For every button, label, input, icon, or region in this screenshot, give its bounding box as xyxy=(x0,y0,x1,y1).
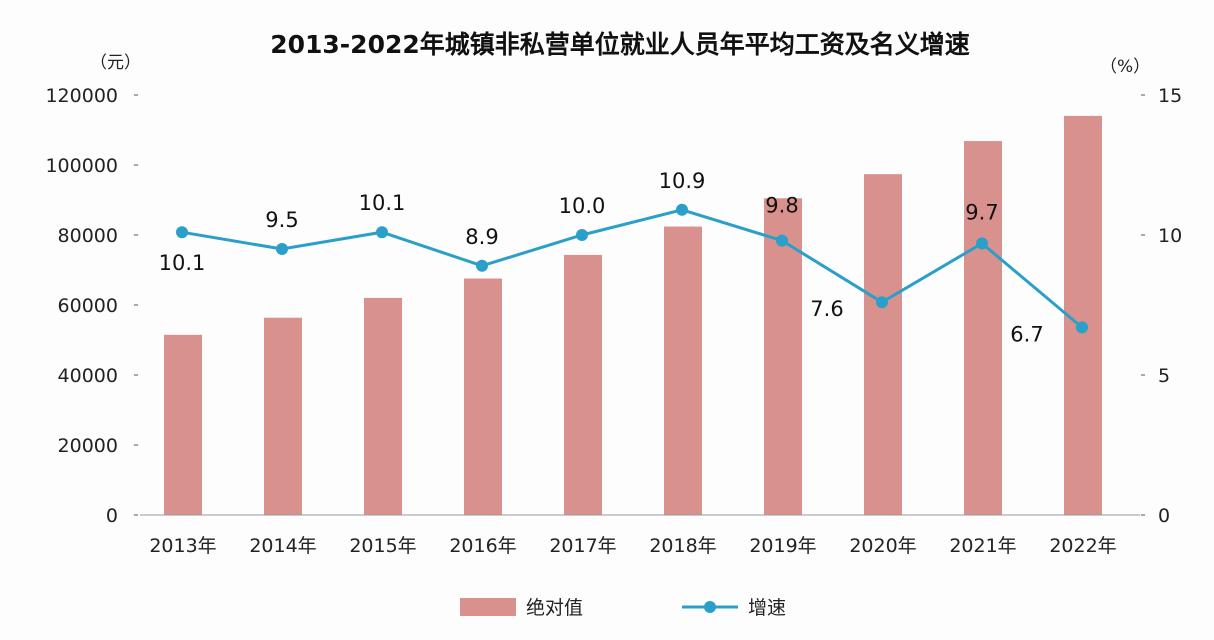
bar-2014年 xyxy=(264,317,302,515)
growth-data-label: 10.0 xyxy=(559,194,606,218)
growth-point-2017年 xyxy=(576,229,588,241)
bar-2017年 xyxy=(564,254,602,515)
growth-point-2020年 xyxy=(876,296,888,309)
x-tick-label: 2015年 xyxy=(349,535,416,557)
left-tick-label: 120000 xyxy=(45,85,118,107)
legend-bar-swatch xyxy=(460,598,516,616)
x-tick-label: 2016年 xyxy=(449,535,516,557)
x-tick-label: 2014年 xyxy=(249,535,316,557)
x-tick-label: 2018年 xyxy=(649,535,716,557)
left-tick-label: 100000 xyxy=(45,155,118,177)
left-tick-label: 40000 xyxy=(58,365,118,387)
growth-data-label: 9.7 xyxy=(965,200,998,224)
bar-2022年 xyxy=(1064,115,1102,515)
x-tick-label: 2021年 xyxy=(949,535,1016,557)
right-tick-label: 10 xyxy=(1158,225,1182,247)
chart-title: 2013-2022年城镇非私营单位就业人员年平均工资及名义增速 xyxy=(270,30,970,59)
legend-line-marker xyxy=(704,601,716,613)
bar-2021年 xyxy=(964,141,1002,515)
growth-data-label: 7.6 xyxy=(810,297,843,321)
growth-point-2016年 xyxy=(476,259,488,272)
growth-data-label: 10.1 xyxy=(359,191,406,215)
growth-point-2015年 xyxy=(376,226,388,239)
growth-point-2018年 xyxy=(676,203,688,216)
bar-2016年 xyxy=(464,278,502,515)
left-tick-label: 20000 xyxy=(58,435,118,457)
bar-2018年 xyxy=(664,226,702,515)
growth-point-2014年 xyxy=(276,243,288,255)
x-tick-label: 2019年 xyxy=(749,535,816,557)
legend: 绝对值 增速 xyxy=(460,597,786,619)
x-tick-label: 2022年 xyxy=(1049,535,1116,557)
bar-2015年 xyxy=(364,297,402,515)
growth-data-label: 9.8 xyxy=(765,194,798,218)
growth-point-2021年 xyxy=(976,237,988,250)
growth-data-label: 6.7 xyxy=(1010,322,1043,346)
x-tick-label: 2013年 xyxy=(149,535,216,557)
growth-point-2022年 xyxy=(1076,321,1088,334)
growth-data-label: 8.9 xyxy=(465,225,498,249)
x-tick-label: 2020年 xyxy=(849,535,916,557)
right-unit: （%） xyxy=(1100,57,1150,77)
left-tick-label: 80000 xyxy=(58,225,118,247)
bar-2020年 xyxy=(864,174,902,515)
growth-point-2013年 xyxy=(176,226,188,239)
right-tick-label: 0 xyxy=(1158,505,1170,527)
growth-point-2019年 xyxy=(776,234,788,247)
growth-data-label: 10.1 xyxy=(159,251,206,275)
bar-2019年 xyxy=(764,198,802,515)
right-tick-label: 15 xyxy=(1158,85,1182,107)
legend-line-label: 增速 xyxy=(748,597,786,619)
left-tick-label: 0 xyxy=(106,505,118,527)
bar-2013年 xyxy=(164,334,202,515)
right-tick-label: 5 xyxy=(1158,365,1170,387)
left-tick-label: 60000 xyxy=(58,295,118,317)
legend-bar-label: 绝对值 xyxy=(526,597,583,619)
growth-line xyxy=(181,208,1083,329)
x-tick-label: 2017年 xyxy=(549,535,616,557)
left-unit: （元） xyxy=(90,53,141,73)
growth-data-label: 10.9 xyxy=(659,169,706,193)
growth-data-label: 9.5 xyxy=(265,208,298,232)
